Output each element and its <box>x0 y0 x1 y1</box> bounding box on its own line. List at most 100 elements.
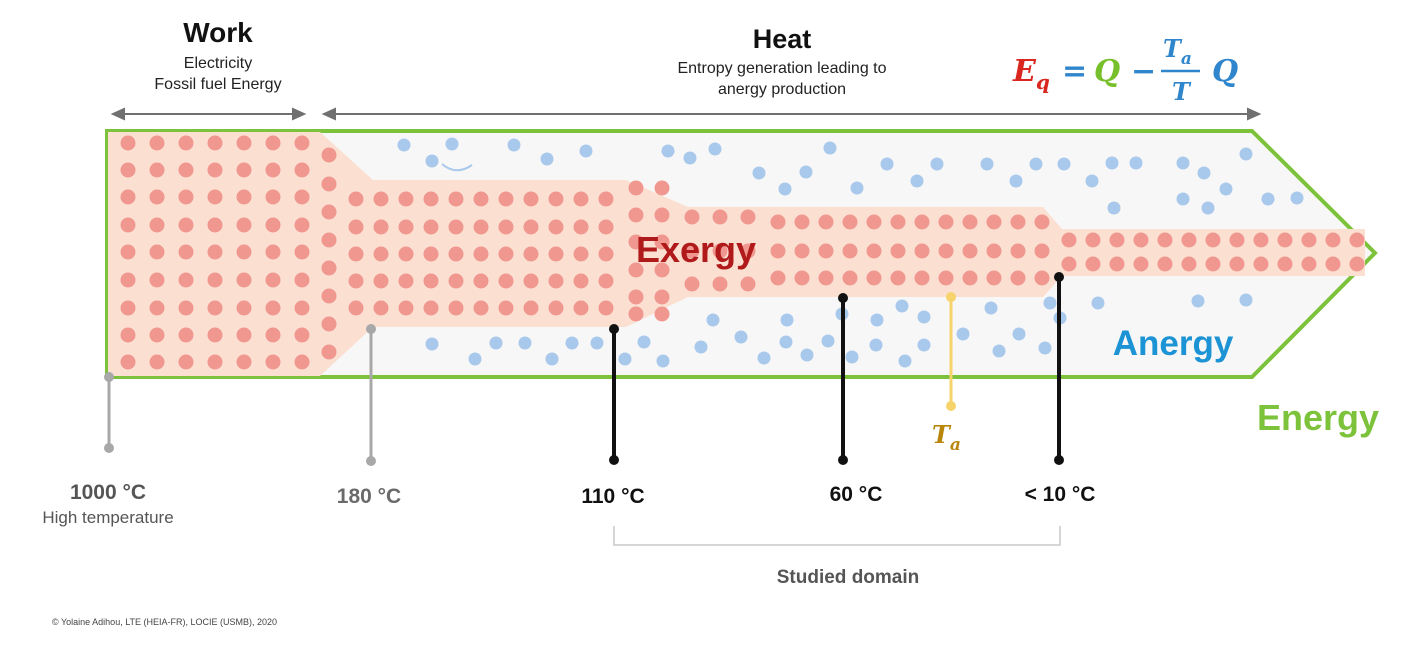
exergy-particle <box>684 243 700 259</box>
anergy-particle <box>1043 296 1057 310</box>
exergy-particle <box>1061 232 1077 248</box>
exergy-particle <box>149 189 165 205</box>
marker-below-10c <box>1054 272 1064 465</box>
anergy-particle <box>565 336 579 350</box>
exergy-particle <box>423 246 439 262</box>
exergy-particle <box>914 270 930 286</box>
exergy-particle <box>373 300 389 316</box>
exergy-particle <box>236 217 252 233</box>
exergy-particle <box>1277 232 1293 248</box>
exergy-particle <box>149 135 165 151</box>
exergy-particle <box>348 246 364 262</box>
exergy-particle <box>373 191 389 207</box>
energy-label: Energy <box>1257 397 1379 438</box>
marker-1000c <box>104 372 114 453</box>
exergy-particle <box>294 300 310 316</box>
anergy-particle <box>445 137 459 151</box>
exergy-particle <box>1205 232 1221 248</box>
copyright-notice: © Yolaine Adihou, LTE (HEIA-FR), LOCIE (… <box>52 617 277 627</box>
exergy-particle <box>548 191 564 207</box>
exergy-particle <box>1157 232 1173 248</box>
exergy-particle <box>598 300 614 316</box>
anergy-particle <box>545 352 559 366</box>
exergy-particle <box>962 270 978 286</box>
anergy-particle <box>757 351 771 365</box>
anergy-particle <box>661 144 675 158</box>
anergy-particle <box>1197 166 1211 180</box>
anergy-particle <box>898 354 912 368</box>
exergy-particle <box>265 162 281 178</box>
exergy-particle <box>794 243 810 259</box>
exergy-particle <box>740 276 756 292</box>
exergy-particle <box>498 219 514 235</box>
exergy-particle <box>1181 256 1197 272</box>
exergy-particle <box>1034 270 1050 286</box>
anergy-particle <box>468 352 482 366</box>
ambient-temperature-label: Ta <box>932 420 961 455</box>
anergy-particle <box>845 350 859 364</box>
exergy-particle <box>654 289 670 305</box>
exergy-particle <box>498 191 514 207</box>
exergy-particle <box>473 246 489 262</box>
exergy-particle <box>684 276 700 292</box>
anergy-particle <box>1219 182 1233 196</box>
heat-subtitle-line-2: anergy production <box>718 81 846 98</box>
exergy-particle <box>1181 232 1197 248</box>
anergy-particle <box>734 330 748 344</box>
exergy-particle <box>573 300 589 316</box>
exergy-particle <box>207 327 223 343</box>
exergy-particle <box>236 327 252 343</box>
exergy-particle <box>149 354 165 370</box>
studied-domain-bracket <box>613 526 1061 546</box>
exergy-particle <box>398 300 414 316</box>
exergy-particle <box>149 272 165 288</box>
exergy-particle <box>628 262 644 278</box>
exergy-particle <box>265 217 281 233</box>
temp-label-60c: 60 °C <box>830 483 883 506</box>
exergy-particle <box>654 262 670 278</box>
exergy-particle <box>398 273 414 289</box>
exergy-particle <box>448 246 464 262</box>
exergy-particle <box>986 270 1002 286</box>
temp-label-1000c: 1000 °C <box>70 481 146 504</box>
exergy-particle <box>818 270 834 286</box>
exergy-particle <box>178 272 194 288</box>
anergy-particle <box>799 165 813 179</box>
exergy-particle <box>523 300 539 316</box>
exergy-particle <box>265 272 281 288</box>
exergy-particle <box>236 300 252 316</box>
exergy-particle <box>1349 256 1365 272</box>
exergy-particle <box>120 135 136 151</box>
marker-180c <box>366 324 376 466</box>
anergy-particle <box>708 142 722 156</box>
exergy-particle <box>294 162 310 178</box>
anergy-particle <box>1029 157 1043 171</box>
exergy-particle <box>373 273 389 289</box>
exergy-particle <box>448 300 464 316</box>
exergy-particle <box>294 217 310 233</box>
exergy-particle <box>1034 243 1050 259</box>
anergy-particle <box>1239 293 1253 307</box>
exergy-particle <box>120 354 136 370</box>
temp-note-high: High temperature <box>42 508 173 527</box>
exergy-particle <box>1325 256 1341 272</box>
anergy-particle <box>1085 174 1099 188</box>
exergy-particle <box>498 246 514 262</box>
exergy-particle <box>236 162 252 178</box>
anergy-particle <box>507 138 521 152</box>
exergy-particle <box>794 270 810 286</box>
exergy-particle <box>207 189 223 205</box>
exergy-particle <box>321 232 337 248</box>
exergy-particle <box>1301 256 1317 272</box>
exergy-particle <box>294 244 310 260</box>
heat-span-arrow <box>321 107 1262 121</box>
exergy-particle <box>628 289 644 305</box>
exergy-particle <box>1085 256 1101 272</box>
exergy-particle <box>1205 256 1221 272</box>
anergy-particle <box>869 338 883 352</box>
studied-domain-label: Studied domain <box>777 567 920 588</box>
exergy-particle <box>294 272 310 288</box>
exergy-particle <box>473 191 489 207</box>
anergy-particle <box>1012 327 1026 341</box>
